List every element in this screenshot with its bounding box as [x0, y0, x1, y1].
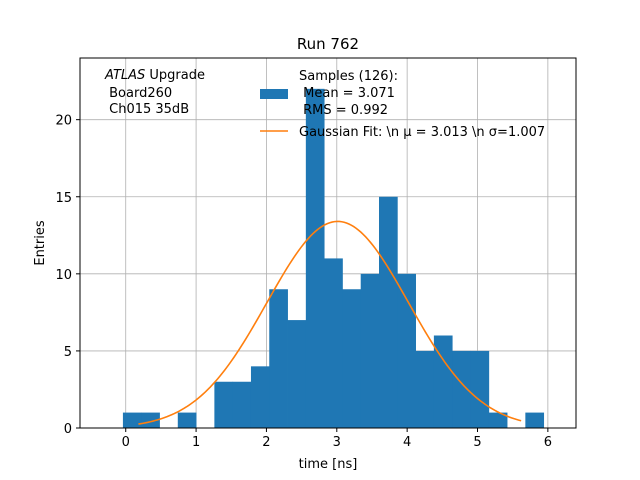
histogram-bar [141, 412, 160, 428]
legend: Samples (126): Mean = 3.071 RMS = 0.992 … [260, 69, 545, 140]
axis-ticks: 0 1 2 3 4 5 6 0 5 10 15 20 [55, 114, 552, 450]
legend-samples-swatch [260, 89, 288, 99]
histogram-bar [342, 289, 362, 428]
x-axis-label: time [ns] [299, 457, 358, 472]
histogram-bars [122, 88, 545, 428]
plot-frame [79, 57, 577, 429]
histogram-bar [525, 412, 545, 428]
legend-samples-line-2: Mean = 3.071 [299, 86, 395, 101]
histogram-bar [433, 335, 453, 428]
histogram-bar [250, 366, 270, 428]
histogram-bar [122, 412, 142, 428]
histogram-bar [470, 350, 490, 428]
annotation-line-3: Ch015 35dB [105, 102, 189, 117]
histogram-bar [452, 350, 471, 428]
histogram-bar [232, 381, 252, 428]
gaussian-fit-layer [138, 220, 522, 425]
y-axis-label: Entries [33, 220, 48, 266]
x-tick-label: 3 [333, 435, 341, 450]
histogram-bar [379, 196, 398, 428]
histogram-bar [360, 273, 380, 428]
histogram-bar [305, 88, 325, 428]
atlas-annotation: ATLAS Upgrade Board260 Ch015 35dB [104, 68, 205, 117]
x-tick-label: 1 [192, 435, 200, 450]
histogram-bar [287, 320, 307, 428]
legend-samples-line-1: Samples (126): [299, 69, 398, 84]
x-tick-label: 2 [262, 435, 270, 450]
histogram-bar [269, 289, 288, 428]
y-tick-label: 10 [55, 268, 72, 283]
y-tick-label: 20 [55, 114, 72, 129]
histogram-bar [488, 412, 508, 428]
legend-samples-line-3: RMS = 0.992 [299, 103, 388, 118]
y-tick-label: 15 [55, 191, 72, 206]
annotation-line-2: Board260 [105, 86, 172, 101]
legend-fit-label: Gaussian Fit: \n μ = 3.013 \n σ=1.007 [299, 125, 545, 140]
upgrade-label: Upgrade [145, 68, 205, 83]
x-tick-label: 6 [544, 435, 552, 450]
x-tick-label: 0 [122, 435, 130, 450]
chart-title: Run 762 [297, 35, 359, 53]
histogram-bar [324, 258, 343, 428]
y-tick-label: 5 [64, 345, 72, 360]
gaussian-fit-curve [138, 220, 522, 425]
annotation-line-1: ATLAS Upgrade [104, 68, 205, 83]
x-tick-label: 5 [473, 435, 481, 450]
x-tick-label: 4 [403, 435, 411, 450]
histogram-bar [177, 412, 197, 428]
histogram-bar [415, 350, 435, 428]
histogram-bar [397, 273, 416, 428]
y-tick-label: 0 [64, 422, 72, 437]
histogram-bar [214, 381, 234, 428]
atlas-label: ATLAS [104, 68, 145, 83]
